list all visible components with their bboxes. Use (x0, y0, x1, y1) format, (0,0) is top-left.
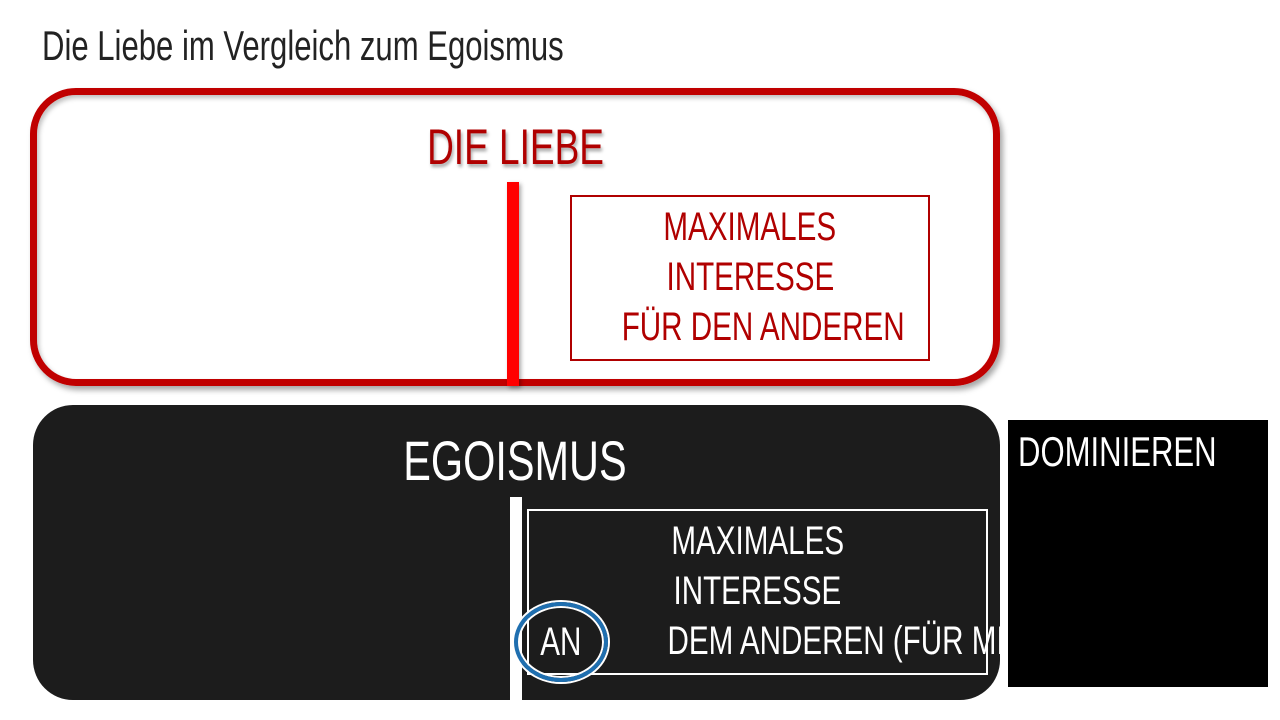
highlight-circle-an: AN (514, 602, 608, 682)
love-line-3: FÜR DEN ANDEREN (621, 305, 905, 349)
egoism-heading: EGOISMUS (403, 429, 627, 492)
love-line-2: INTERESSE (666, 255, 834, 299)
dominate-label: DOMINIEREN (1018, 428, 1217, 475)
egoism-divider-bar (510, 497, 522, 700)
love-definition-box: MAXIMALES INTERESSE FÜR DEN ANDEREN (570, 195, 930, 361)
egoism-definition-box: MAXIMALES INTERESSE DEM ANDEREN (FÜR MIC… (527, 509, 1058, 675)
egoism-line-3: DEM ANDEREN (FÜR MICH) (667, 619, 1058, 663)
egoism-line-2: INTERESSE (673, 569, 842, 613)
slide-title: Die Liebe im Vergleich zum Egoismus (42, 22, 564, 69)
love-line-1: MAXIMALES (663, 205, 837, 249)
dominate-panel: DOMINIEREN (1008, 420, 1268, 687)
love-heading: DIE LIEBE (426, 119, 604, 175)
love-divider-bar (507, 182, 519, 386)
egoism-line-1: MAXIMALES (671, 519, 844, 563)
